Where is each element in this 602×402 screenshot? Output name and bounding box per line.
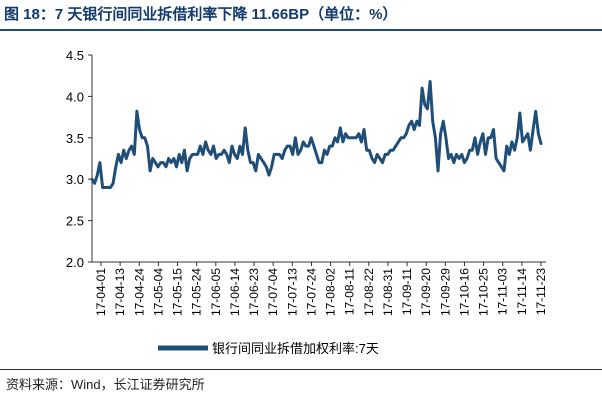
- x-tick-label: 17-11-14: [515, 268, 529, 315]
- x-tick-label: 17-09-29: [438, 268, 452, 316]
- x-tick-label: 17-08-11: [343, 268, 357, 315]
- x-tick-label: 17-08-22: [362, 268, 376, 316]
- y-tick-label: 3.5: [66, 131, 84, 146]
- x-tick-label: 17-08-02: [324, 268, 338, 316]
- y-tick-label: 4.0: [66, 89, 84, 104]
- source-divider: [0, 369, 602, 370]
- x-tick-label: 17-07-04: [266, 268, 280, 316]
- y-tick-label: 3.0: [66, 172, 84, 187]
- y-axis: 2.0 2.5 3.0 3.5 4.0 4.5: [66, 48, 93, 270]
- line-chart: 2.02.53.03.54.04.5 17-04-01 17-04-13 17-04…: [66, 48, 548, 356]
- y-tick-label: 4.5: [66, 48, 84, 63]
- x-tick-label: 17-10-25: [477, 268, 491, 316]
- x-tick-label: 17-05-15: [171, 268, 185, 316]
- x-tick-label: 17-06-14: [228, 268, 242, 316]
- x-tick-label: 17-08-31: [381, 268, 395, 316]
- x-tick-label: 17-04-13: [113, 268, 127, 316]
- y-tick-label: 2.5: [66, 214, 84, 229]
- x-tick-label: 17-07-24: [304, 268, 318, 316]
- x-tick-label: 17-09-20: [419, 268, 433, 316]
- x-tick-label: 17-11-03: [496, 268, 510, 315]
- x-tick-label: 17-06-23: [247, 268, 261, 316]
- series-line-0: [90, 80, 543, 189]
- x-tick-label: 17-10-16: [457, 268, 471, 316]
- x-tick-label: 17-11-23: [534, 268, 548, 315]
- x-tick-label: 17-04-24: [132, 268, 146, 316]
- series-group: [90, 80, 543, 189]
- legend-label: 银行间同业拆借加权利率:7天: [212, 341, 379, 356]
- x-tick-label: 17-05-04: [151, 268, 165, 316]
- figure-title: 图 18：7 天银行间同业拆借利率下降 11.66BP（单位：%）: [4, 6, 398, 23]
- chart-legend: 银行间同业拆借加权利率:7天: [158, 341, 379, 356]
- x-axis: 17-04-01 17-04-13 17-04-24 17-05-04 17-05-15…: [92, 261, 548, 316]
- x-tick-label: 17-07-13: [285, 268, 299, 316]
- x-tick-label: 17-04-01: [94, 268, 108, 316]
- x-tick-label: 17-06-05: [209, 268, 223, 316]
- source-note: 资料来源：Wind，长江证券研究所: [6, 377, 205, 392]
- title-divider: [0, 29, 602, 31]
- x-tick-label: 17-09-11: [400, 268, 414, 315]
- y-tick-label: 2.0: [66, 255, 84, 270]
- x-tick-label: 17-05-24: [190, 268, 204, 316]
